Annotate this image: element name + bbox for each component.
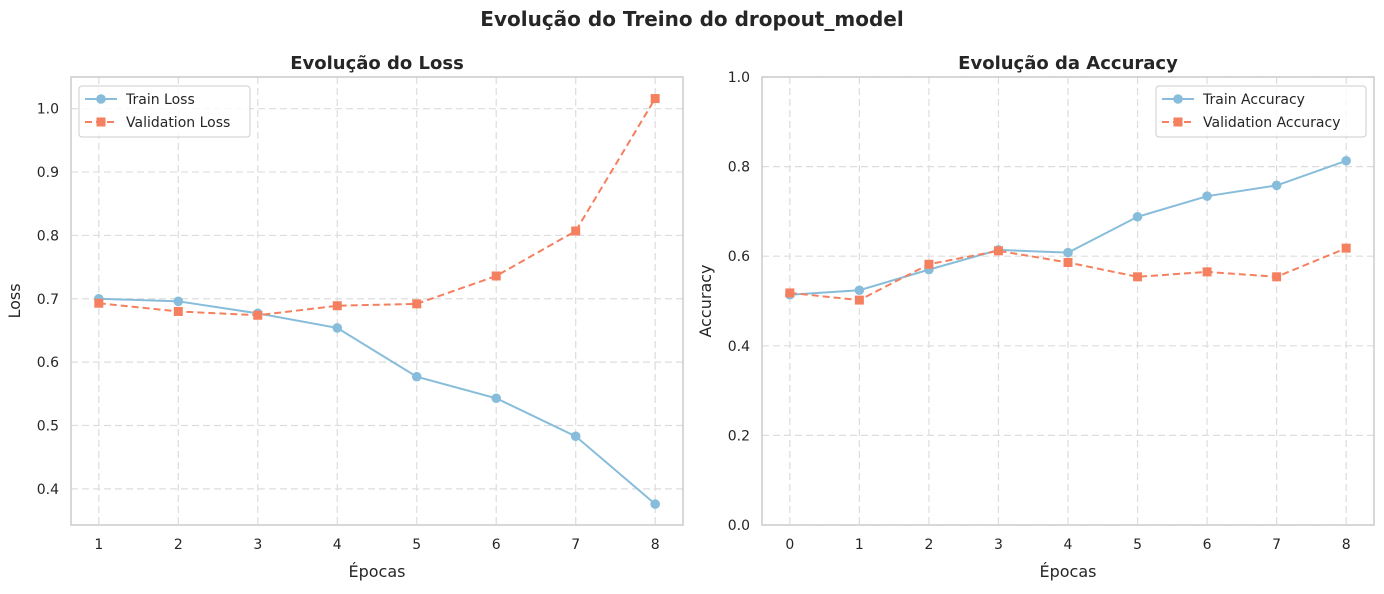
y-axis-label: Loss xyxy=(5,283,24,318)
x-tick-label: 8 xyxy=(651,537,660,553)
data-point-train xyxy=(1271,180,1282,191)
x-tick-label: 8 xyxy=(1342,537,1351,553)
chart-title: Evolução do Loss xyxy=(290,53,464,74)
data-point-train xyxy=(570,431,581,442)
data-point-validation xyxy=(94,298,104,308)
data-point-train xyxy=(650,499,660,509)
plot-area-frame xyxy=(70,76,684,526)
x-tick-label: 2 xyxy=(924,537,933,553)
legend-frame xyxy=(1155,85,1367,138)
y-tick-label: 0.5 xyxy=(37,419,59,435)
legend-entry-label: Train Loss xyxy=(125,92,195,108)
chart-title: Evolução da Accuracy xyxy=(958,53,1178,74)
x-tick-label: 1 xyxy=(855,537,864,553)
legend-entry-label: Validation Accuracy xyxy=(1203,115,1341,131)
data-point-validation xyxy=(924,259,934,269)
x-tick-label: 5 xyxy=(1133,537,1142,553)
y-tick-label: 0.4 xyxy=(37,482,59,498)
x-tick-label: 4 xyxy=(333,537,342,553)
data-point-validation xyxy=(571,226,581,236)
legend-frame xyxy=(78,85,251,138)
plot-area-frame xyxy=(761,76,1375,526)
legend-swatch-marker xyxy=(96,94,106,104)
legend: Train Accuracy Validation Accuracy xyxy=(1155,85,1367,138)
x-tick-label: 7 xyxy=(1272,537,1281,553)
series-line-train xyxy=(98,297,656,505)
data-point-validation xyxy=(1202,267,1212,277)
data-point-train xyxy=(491,393,502,404)
data-point-train xyxy=(1063,247,1073,258)
x-axis-label: Épocas xyxy=(1040,562,1097,581)
figure-title: Evolução do Treino do dropout_model xyxy=(480,7,903,31)
y-tick-label: 0.6 xyxy=(728,249,750,265)
data-point-validation xyxy=(253,310,263,320)
legend-entry-label: Train Accuracy xyxy=(1202,92,1305,108)
data-point-train xyxy=(332,323,343,333)
x-tick-label: 2 xyxy=(174,537,183,553)
x-tick-label: 7 xyxy=(571,537,580,553)
legend-swatch-marker xyxy=(1173,94,1183,104)
y-tick-label: 0.7 xyxy=(37,292,59,308)
y-tick-label: 1.0 xyxy=(728,70,750,86)
data-point-validation xyxy=(1341,243,1351,253)
data-point-validation xyxy=(854,295,864,305)
chart-panel-2: 0 1 2 3 4 5 6 7 8 0.0 0.2 0.4 0.6 0.8 1.0 Evolução da A… xyxy=(696,53,1375,581)
y-tick-label: 0.8 xyxy=(728,160,750,176)
data-point-train xyxy=(1132,211,1143,222)
data-point-validation xyxy=(993,246,1003,256)
data-point-validation xyxy=(332,301,342,311)
data-point-validation xyxy=(1133,272,1143,282)
x-tick-label: 0 xyxy=(785,537,794,553)
data-point-validation xyxy=(650,94,660,104)
x-tick-label: 3 xyxy=(253,537,262,553)
y-tick-label: 0.2 xyxy=(728,428,750,444)
x-tick-label: 3 xyxy=(994,537,1003,553)
data-point-validation xyxy=(1063,257,1073,267)
data-point-validation xyxy=(491,271,501,281)
series-line-validation xyxy=(98,98,657,317)
data-point-validation xyxy=(785,288,795,298)
x-tick-label: 4 xyxy=(1064,537,1073,553)
data-point-train xyxy=(411,371,422,382)
legend-entry-label: Validation Loss xyxy=(126,115,230,131)
x-tick-label: 6 xyxy=(492,537,501,553)
x-axis-label: Épocas xyxy=(349,562,406,581)
data-point-train xyxy=(1202,191,1212,201)
data-point-validation xyxy=(173,306,183,316)
data-point-validation xyxy=(1272,272,1282,282)
x-tick-label: 5 xyxy=(412,537,421,553)
y-tick-label: 0.8 xyxy=(37,228,59,244)
chart-panel-1: 1 2 3 4 5 6 7 8 0.4 0.5 0.6 0.7 0.8 0.9 1.0 Evolução do… xyxy=(5,53,684,581)
data-point-train xyxy=(1341,155,1351,166)
legend-swatch-marker xyxy=(96,117,106,127)
data-point-validation xyxy=(412,299,422,309)
legend: Train Loss Validation Loss xyxy=(78,85,251,138)
y-tick-label: 0.9 xyxy=(37,165,59,181)
y-tick-label: 0.6 xyxy=(37,355,59,371)
y-axis-label: Accuracy xyxy=(696,264,715,337)
y-tick-label: 1.0 xyxy=(37,102,59,118)
y-tick-label: 0.0 xyxy=(728,518,750,534)
x-tick-label: 1 xyxy=(94,537,103,553)
data-point-train xyxy=(173,296,184,307)
y-tick-label: 0.4 xyxy=(728,339,750,355)
x-tick-label: 6 xyxy=(1203,537,1212,553)
data-point-train xyxy=(854,285,865,296)
legend-swatch-marker xyxy=(1173,117,1183,127)
